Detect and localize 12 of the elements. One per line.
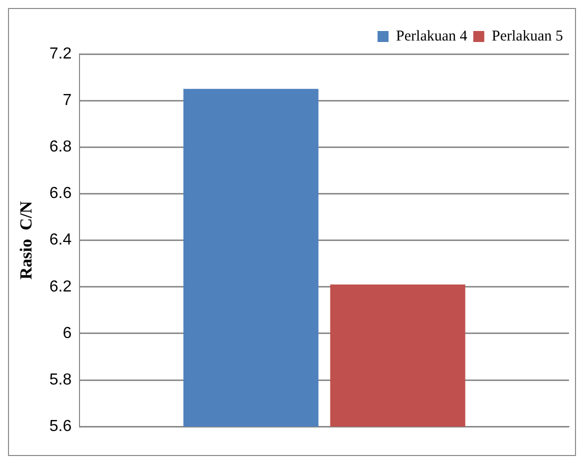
y-tick-label: 6.2 (49, 278, 72, 296)
y-tick-label: 5.8 (49, 371, 72, 388)
legend-label: Perlakuan 5 (492, 28, 564, 44)
y-tick-label: 6.4 (49, 232, 72, 249)
y-tick-label: 6.6 (49, 185, 72, 202)
y-tick-label: 7 (62, 92, 72, 109)
y-tick-label: 7.2 (49, 45, 72, 62)
y-tick-label: 6 (62, 324, 72, 342)
y-tick-label: 5.6 (49, 418, 72, 436)
y-tick-label: 6.8 (49, 138, 72, 156)
y-axis-title: Rasio C/N (16, 200, 36, 280)
legend-label: Perlakuan 4 (396, 28, 468, 44)
